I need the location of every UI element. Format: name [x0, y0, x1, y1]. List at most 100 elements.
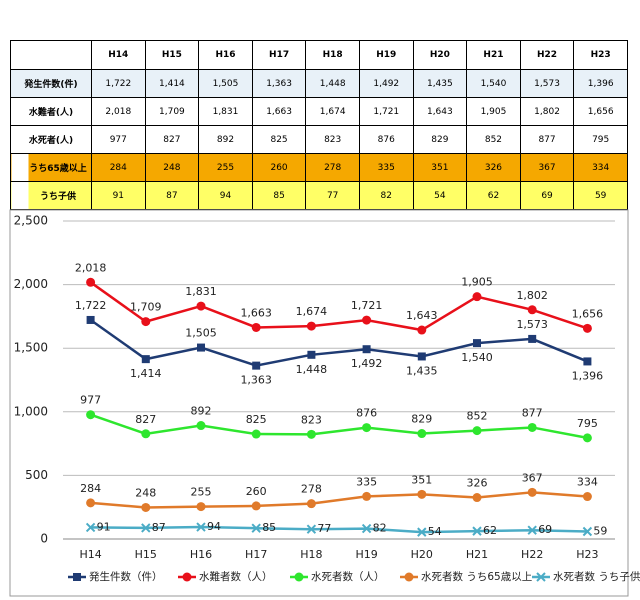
data-label: 85: [262, 521, 276, 534]
table-cell: 260: [251, 153, 307, 182]
data-label: 1,492: [351, 357, 383, 370]
column-header: H15: [144, 40, 200, 70]
data-point: [362, 315, 372, 325]
data-label: 82: [373, 522, 387, 535]
data-point: [472, 526, 482, 536]
data-label: 1,802: [516, 289, 548, 302]
data-point: [362, 423, 372, 433]
data-point: [141, 429, 151, 439]
table-cell: 1,709: [144, 97, 200, 126]
data-point: [86, 277, 96, 287]
table-cell: 1,674: [305, 97, 360, 126]
data-point: [251, 523, 261, 533]
legend-marker: [73, 573, 81, 581]
column-header: H23: [573, 40, 628, 70]
table-cell: 1,721: [358, 97, 414, 126]
data-label: 1,396: [572, 369, 604, 382]
data-label: 877: [522, 406, 543, 419]
table-cell: 59: [573, 181, 628, 210]
data-point: [86, 498, 96, 508]
data-label: 326: [467, 477, 488, 490]
data-point: [306, 524, 317, 534]
data-point: [252, 361, 261, 370]
data-point: [417, 325, 427, 335]
data-label: 367: [522, 471, 543, 484]
data-point: [141, 317, 151, 327]
data-label: 334: [577, 476, 598, 489]
data-point: [417, 527, 427, 537]
column-header: H18: [305, 40, 360, 70]
table-cell: 1,448: [305, 69, 360, 98]
series-line: [89, 281, 588, 332]
data-label: 977: [80, 394, 101, 407]
data-point: [583, 357, 592, 366]
column-header: H16: [198, 40, 253, 70]
table-cell: 62: [466, 181, 521, 210]
data-label: 335: [356, 475, 377, 488]
table-cell: 1,505: [198, 69, 253, 98]
row-header-text: うち65歳以上: [29, 164, 87, 174]
data-point: [251, 322, 261, 332]
legend-marker: [404, 572, 414, 582]
data-label: 1,363: [240, 374, 272, 387]
x-tick-label: H16: [190, 548, 212, 561]
table-cell: 823: [305, 125, 360, 154]
series-line: [89, 318, 588, 367]
x-tick-label: H15: [135, 548, 157, 561]
data-table: H14 H15 H16 H17 H18 H19 H20 H21 H22 H23 発生件数(件) 1,7…: [10, 40, 628, 210]
data-label: 827: [135, 413, 156, 426]
legend-label: 水死者数（人）: [311, 570, 385, 583]
data-label: 1,721: [351, 299, 383, 312]
data-point: [417, 429, 427, 439]
table-cell: 77: [305, 181, 360, 210]
table-row: うち65歳以上 284 248 255 260 278 335 351 326 367 334: [10, 153, 628, 182]
data-label: 1,905: [461, 276, 493, 289]
data-label: 87: [152, 521, 166, 534]
table-cell: 82: [358, 181, 414, 210]
table-cell: 351: [412, 153, 468, 182]
data-point: [86, 410, 96, 420]
legend-label: 発生件数（件）: [89, 570, 163, 583]
table-cell: 829: [412, 125, 468, 154]
table-cell: 825: [251, 125, 307, 154]
column-header: H20: [412, 40, 468, 70]
table-cell: 91: [91, 181, 146, 210]
table-cell: 1,656: [573, 97, 628, 126]
data-label: 2,018: [75, 261, 107, 274]
table-cell: 87: [144, 181, 200, 210]
table-cell: 94: [198, 181, 253, 210]
x-tick-label: H19: [355, 548, 377, 561]
table-cell: 248: [144, 153, 200, 182]
data-label: 892: [191, 405, 212, 418]
legend-marker: [294, 572, 304, 582]
y-tick-label: 0: [40, 532, 48, 546]
legend-label: 水死者数 うち子供: [553, 570, 640, 583]
data-point: [527, 525, 537, 535]
legend-marker: [536, 572, 546, 582]
legend-label: 水死者数 うち65歳以上: [421, 570, 532, 583]
data-point: [417, 352, 426, 361]
row-header-text: うち子供: [39, 192, 76, 202]
table-cell: 54: [412, 181, 468, 210]
data-label: 248: [135, 486, 156, 499]
data-point: [141, 355, 150, 364]
data-label: 795: [577, 417, 598, 430]
data-label: 69: [538, 523, 552, 536]
data-point: [307, 350, 316, 359]
series-line: [90, 413, 588, 440]
data-label: 284: [80, 482, 101, 495]
row-header: 発生件数(件): [10, 69, 92, 98]
data-label: 825: [246, 413, 267, 426]
row-header: 水難者(人): [10, 97, 92, 126]
data-label: 1,709: [130, 301, 162, 314]
data-point: [472, 426, 482, 436]
data-point: [141, 502, 151, 512]
data-point: [306, 321, 316, 331]
data-point: [527, 422, 537, 432]
table-cell: 334: [573, 153, 628, 182]
x-tick-label: H20: [411, 548, 433, 561]
data-label: 1,505: [185, 327, 217, 340]
row-header: うち子供: [10, 181, 92, 210]
